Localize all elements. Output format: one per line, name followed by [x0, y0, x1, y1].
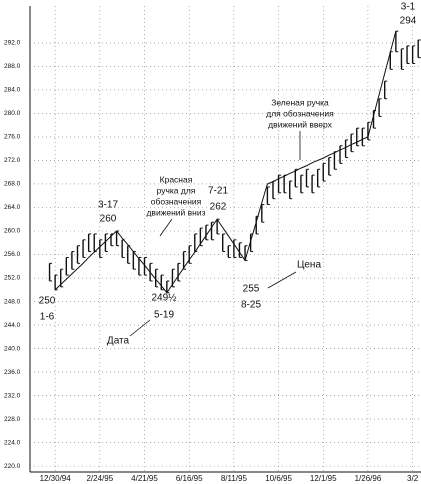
annotation: 7-21 [208, 186, 228, 197]
y-tick-label: 252.0 [4, 275, 21, 282]
arrow [159, 218, 173, 237]
y-tick-label: 268.0 [4, 181, 21, 188]
y-tick-label: 284.0 [4, 87, 21, 94]
y-tick-label: 220.0 [4, 463, 21, 470]
annotation: 249½ [151, 293, 177, 304]
y-tick-label: 288.0 [4, 63, 21, 70]
y-tick-label: 256.0 [4, 251, 21, 258]
x-tick-label: 3/2 [407, 474, 419, 483]
annotation: ручка для [157, 185, 196, 195]
y-tick-label: 272.0 [4, 157, 21, 164]
arrow [267, 271, 297, 289]
y-tick-label: 248.0 [4, 298, 21, 305]
y-tick-label: 276.0 [4, 134, 21, 141]
annotations: 250 1-6 3-17 260 249½ 5-19 7-21 262 255 … [39, 2, 417, 347]
y-tick-label: 228.0 [4, 416, 21, 423]
annotation: 294 [400, 16, 417, 27]
annotation: Дата [107, 336, 130, 347]
x-tick-label: 12/30/94 [40, 474, 72, 483]
x-tick-label: 2/24/95 [86, 474, 113, 483]
annotation: движений вверх [268, 119, 332, 129]
annotation: 1-6 [40, 312, 55, 323]
annotation: 262 [210, 202, 227, 213]
y-tick-label: 240.0 [4, 345, 21, 352]
y-tick-label: 260.0 [4, 228, 21, 235]
y-tick-label: 264.0 [4, 204, 21, 211]
annotation: движений вниз [146, 207, 205, 217]
annotation: Красная [160, 174, 193, 184]
y-tick-label: 236.0 [4, 369, 21, 376]
swing-line [54, 31, 397, 294]
annotation: для обозначения [266, 108, 334, 118]
annotation: 260 [100, 214, 117, 225]
x-tick-label: 10/6/95 [265, 474, 292, 483]
annotation: 250 [39, 296, 56, 307]
arrow [129, 319, 151, 337]
x-tick-label: 12/1/95 [310, 474, 337, 483]
annotation: 255 [243, 284, 260, 295]
y-tick-label: 232.0 [4, 392, 21, 399]
annotation: 3-1 [401, 2, 416, 13]
y-tick-label: 224.0 [4, 439, 21, 446]
annotation: 5-19 [154, 310, 174, 321]
annotation: обозначения [151, 196, 202, 206]
y-tick-label: 244.0 [4, 322, 21, 329]
y-tick-label: 292.0 [4, 40, 21, 47]
annotation: 8-25 [241, 300, 261, 311]
annotation: 3-17 [98, 200, 118, 211]
annotation: Цена [297, 260, 321, 271]
y-tick-label: 280.0 [4, 110, 21, 117]
x-tick-label: 8/11/95 [221, 474, 248, 483]
x-tick-label: 6/16/95 [176, 474, 203, 483]
x-tick-label: 1/26/96 [355, 474, 382, 483]
x-tick-label: 4/21/95 [131, 474, 158, 483]
annotation: Зеленая ручка [271, 97, 329, 107]
